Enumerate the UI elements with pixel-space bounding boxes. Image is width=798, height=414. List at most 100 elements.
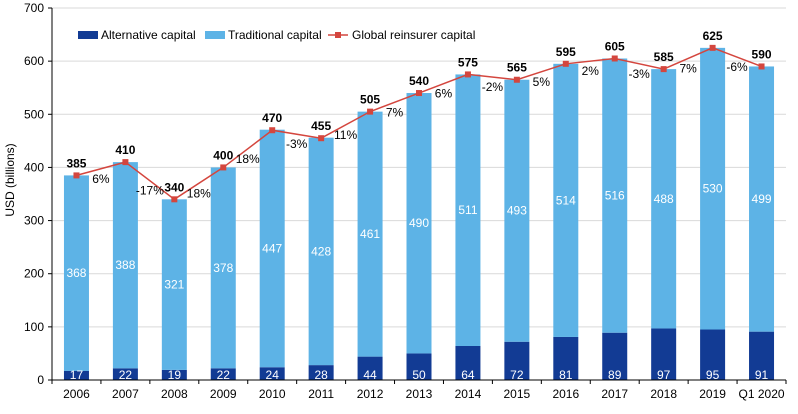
label-alternative-capital: 91 [755,368,769,382]
x-tick-label: 2016 [552,387,579,401]
bar-traditional-capital [63,175,89,371]
label-alternative-capital: 17 [70,368,84,382]
bar-traditional-capital [259,129,285,368]
bar-traditional-capital [749,66,775,332]
x-tick-label: 2007 [112,387,139,401]
point-global-reinsurer-capital [269,127,276,134]
x-tick-label: 2017 [601,387,628,401]
x-tick-label: 2019 [699,387,726,401]
label-traditional-capital: 461 [360,227,380,241]
bar-traditional-capital [210,167,236,369]
label-traditional-capital: 493 [507,204,527,218]
label-total-capital: 590 [752,47,772,61]
x-tick-label: 2018 [650,387,677,401]
growth-label: -2% [482,80,504,94]
point-global-reinsurer-capital [220,164,227,171]
bar-alternative-capital [651,328,677,380]
x-tick-label: 2010 [259,387,286,401]
x-tick-label: 2006 [63,387,90,401]
label-traditional-capital: 499 [752,192,772,206]
bar-alternative-capital [63,370,89,380]
growth-label: -3% [629,67,651,81]
legend-label-alternative-capital: Alternative capital [101,28,196,42]
label-total-capital: 400 [213,148,233,162]
y-tick-label: 300 [24,214,44,228]
label-total-capital: 625 [703,29,723,43]
label-total-capital: 410 [115,143,135,157]
label-traditional-capital: 321 [164,278,184,292]
label-alternative-capital: 24 [266,368,280,382]
bar-alternative-capital [406,353,432,380]
bar-alternative-capital [259,367,285,380]
y-tick-label: 600 [24,54,44,68]
legend-swatch-traditional-capital [205,31,225,39]
label-total-capital: 565 [507,61,527,75]
bar-alternative-capital [700,329,726,380]
label-traditional-capital: 511 [458,203,477,217]
point-global-reinsurer-capital [562,60,569,67]
label-total-capital: 340 [164,180,184,194]
x-tick-label: 2011 [308,387,334,401]
x-tick-label: 2009 [210,387,237,401]
point-global-reinsurer-capital [660,66,667,73]
label-alternative-capital: 50 [412,368,426,382]
bars [63,47,775,380]
label-total-capital: 595 [556,45,576,59]
y-tick-label: 400 [24,160,44,174]
point-global-reinsurer-capital [171,196,178,203]
bar-alternative-capital [749,331,775,380]
label-total-capital: 505 [360,93,380,107]
bar-alternative-capital [602,332,628,380]
growth-label: 5% [533,75,551,89]
axes: 0 100 200 300 400 500 600 700 2006 2007 2008 2009 20… [24,1,787,401]
label-alternative-capital: 19 [168,368,182,382]
bar-alternative-capital [308,365,334,380]
growth-label: 2% [582,64,600,78]
label-traditional-capital: 488 [654,192,674,206]
label-alternative-capital: 64 [461,368,475,382]
legend: Alternative capital Traditional capital Gl… [78,28,475,42]
bar-alternative-capital [504,341,530,380]
label-total-capital: 575 [458,55,478,69]
bar-alternative-capital [357,356,383,380]
growth-label: 11% [334,128,357,142]
label-alternative-capital: 22 [119,368,133,382]
bar-traditional-capital [602,58,628,333]
legend-marker-global-reinsurer-capital [335,32,341,38]
label-total-capital: 585 [654,50,674,64]
label-traditional-capital: 378 [213,261,233,275]
x-tick-label: 2014 [455,387,482,401]
y-tick-label: 200 [24,267,44,281]
growth-label: 18% [236,152,260,166]
label-total-capital: 540 [409,74,429,88]
bar-traditional-capital [357,111,383,357]
bar-traditional-capital [651,69,677,329]
point-global-reinsurer-capital [318,135,325,142]
bar-traditional-capital [504,79,530,342]
label-total-capital: 385 [66,156,86,170]
label-alternative-capital: 97 [657,368,671,382]
label-traditional-capital: 368 [66,266,86,280]
label-alternative-capital: 44 [363,368,377,382]
point-global-reinsurer-capital [416,90,422,97]
legend-swatch-alternative-capital [78,31,98,39]
y-tick-label: 0 [37,373,44,387]
point-global-reinsurer-capital [122,159,129,166]
point-global-reinsurer-capital [513,76,520,83]
point-global-reinsurer-capital [367,108,374,115]
y-tick-label: 500 [24,107,44,121]
bar-traditional-capital [700,47,726,330]
legend-label-global-reinsurer-capital: Global reinsurer capital [352,28,475,42]
point-global-reinsurer-capital [611,55,618,62]
y-axis-title: USD (billions) [3,143,17,216]
growth-label: 6% [435,87,453,101]
label-traditional-capital: 516 [605,189,625,203]
growth-label: 6% [92,172,110,186]
label-traditional-capital: 530 [703,182,723,196]
bar-alternative-capital [455,345,481,380]
growth-label: -17% [136,184,164,198]
label-total-capital: 455 [311,119,331,133]
x-tick-label: Q1 2020 [739,387,785,401]
label-alternative-capital: 81 [559,368,573,382]
